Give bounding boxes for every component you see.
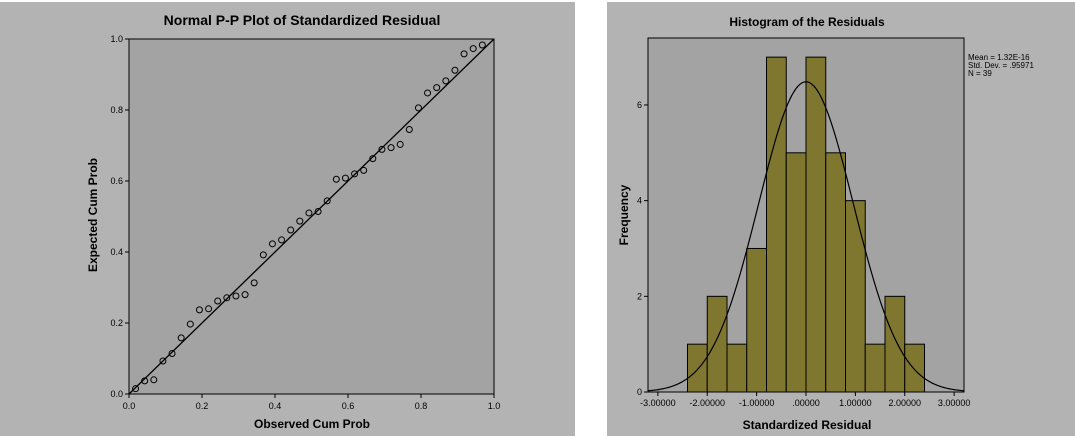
pp-plot-x-axis-label: Observed Cum Prob xyxy=(254,417,370,431)
histogram-x-tick-label: -1.00000 xyxy=(739,398,775,408)
pp-data-point xyxy=(405,126,413,134)
pp-data-point xyxy=(141,377,149,385)
pp-data-point xyxy=(177,334,185,342)
pp-data-point xyxy=(478,41,486,49)
pp-data-point xyxy=(341,174,349,182)
pp-data-point xyxy=(223,294,231,302)
pp-data-point xyxy=(259,251,267,259)
pp-x-tick-label: 0.2 xyxy=(196,401,209,411)
pp-y-tick-label: 0.2 xyxy=(110,318,123,328)
pp-data-point xyxy=(369,155,377,163)
histogram-y-tick-label: 0 xyxy=(637,387,642,397)
histogram-chart: Histogram of the Residuals Standardized … xyxy=(617,15,1034,432)
pp-plot-chart: Normal P-P Plot of Standardized Residual… xyxy=(86,12,501,431)
pp-data-point xyxy=(387,144,395,152)
pp-data-point xyxy=(305,209,313,217)
histogram-x-tick-label: 3.00000 xyxy=(938,398,971,408)
pp-y-tick-label: 0.8 xyxy=(110,105,123,115)
histogram-bar xyxy=(746,247,767,393)
pp-data-point xyxy=(332,175,340,183)
pp-data-point xyxy=(442,77,450,85)
histogram-bar xyxy=(687,343,708,393)
pp-data-point xyxy=(287,226,295,234)
histogram-bar xyxy=(825,152,846,393)
histogram-y-tick-label: 4 xyxy=(637,196,642,206)
pp-data-point xyxy=(186,320,194,328)
pp-data-point xyxy=(250,279,258,287)
pp-reference-line xyxy=(128,38,495,395)
histogram-y-tick-label: 6 xyxy=(637,100,642,110)
histogram-stats-line: N = 39 xyxy=(968,69,992,78)
pp-x-tick-label: 1.0 xyxy=(488,401,501,411)
pp-data-point xyxy=(232,292,240,300)
histogram-y-axis-label: Frequency xyxy=(617,184,631,245)
pp-data-point xyxy=(296,217,304,225)
pp-y-tick-label: 0.0 xyxy=(110,389,123,399)
histogram-panel: Histogram of the Residuals Standardized … xyxy=(607,2,1075,436)
histogram-bar xyxy=(904,343,925,393)
pp-data-point xyxy=(378,145,386,153)
pp-data-point xyxy=(168,350,176,358)
pp-data-point xyxy=(132,385,140,393)
histogram-bar xyxy=(766,56,787,393)
pp-data-point xyxy=(314,208,322,216)
pp-y-tick-label: 1.0 xyxy=(110,34,123,44)
histogram-bar xyxy=(864,343,886,393)
pp-data-point xyxy=(268,240,276,248)
pp-x-tick-label: 0.6 xyxy=(342,401,355,411)
pp-data-point xyxy=(460,50,468,58)
histogram-bar xyxy=(726,343,748,393)
histogram-x-tick-label: -2.00000 xyxy=(689,398,725,408)
pp-data-point xyxy=(414,104,422,112)
pp-plot-title: Normal P-P Plot of Standardized Residual xyxy=(164,12,441,28)
histogram-stats-line: Mean = 1.32E-16 xyxy=(968,53,1030,62)
pp-data-point xyxy=(351,170,359,178)
histogram-x-tick-label: -3.00000 xyxy=(640,398,676,408)
pp-x-tick-label: 0.4 xyxy=(269,401,282,411)
histogram-normal-curve xyxy=(647,81,965,392)
histogram-title: Histogram of the Residuals xyxy=(729,15,885,29)
histogram-bar xyxy=(805,56,827,393)
histogram-y-tick-label: 2 xyxy=(637,291,642,301)
histogram-x-tick-label: 2.00000 xyxy=(888,398,921,408)
pp-data-point xyxy=(205,305,213,313)
histogram-bar xyxy=(884,295,906,393)
histogram-x-axis-label: Standardized Residual xyxy=(743,418,872,432)
pp-data-point xyxy=(424,89,432,97)
pp-data-point xyxy=(150,376,158,384)
pp-data-point xyxy=(241,291,249,299)
histogram-bar xyxy=(845,200,866,393)
pp-y-tick-label: 0.4 xyxy=(110,247,123,257)
pp-data-point xyxy=(159,357,167,365)
pp-data-point xyxy=(278,236,286,244)
pp-data-point xyxy=(433,84,441,92)
pp-data-point xyxy=(360,166,368,174)
pp-data-point xyxy=(396,140,404,148)
pp-data-point xyxy=(323,197,331,205)
pp-x-tick-label: 0.8 xyxy=(415,401,428,411)
pp-y-tick-label: 0.6 xyxy=(110,176,123,186)
histogram-x-tick-label: 1.00000 xyxy=(839,398,872,408)
histogram-stats-line: Std. Dev. = .95971 xyxy=(968,61,1034,70)
pp-x-tick-label: 0.0 xyxy=(123,401,136,411)
pp-data-point xyxy=(214,297,222,305)
pp-data-point xyxy=(451,66,459,74)
pp-plot-y-axis-label: Expected Cum Prob xyxy=(86,158,100,272)
pp-data-point xyxy=(195,306,203,314)
histogram-bar xyxy=(785,152,807,393)
pp-plot-panel: Normal P-P Plot of Standardized Residual… xyxy=(0,2,575,436)
pp-data-point xyxy=(469,45,477,53)
histogram-bar xyxy=(706,295,728,393)
histogram-x-tick-label: .00000 xyxy=(792,398,820,408)
